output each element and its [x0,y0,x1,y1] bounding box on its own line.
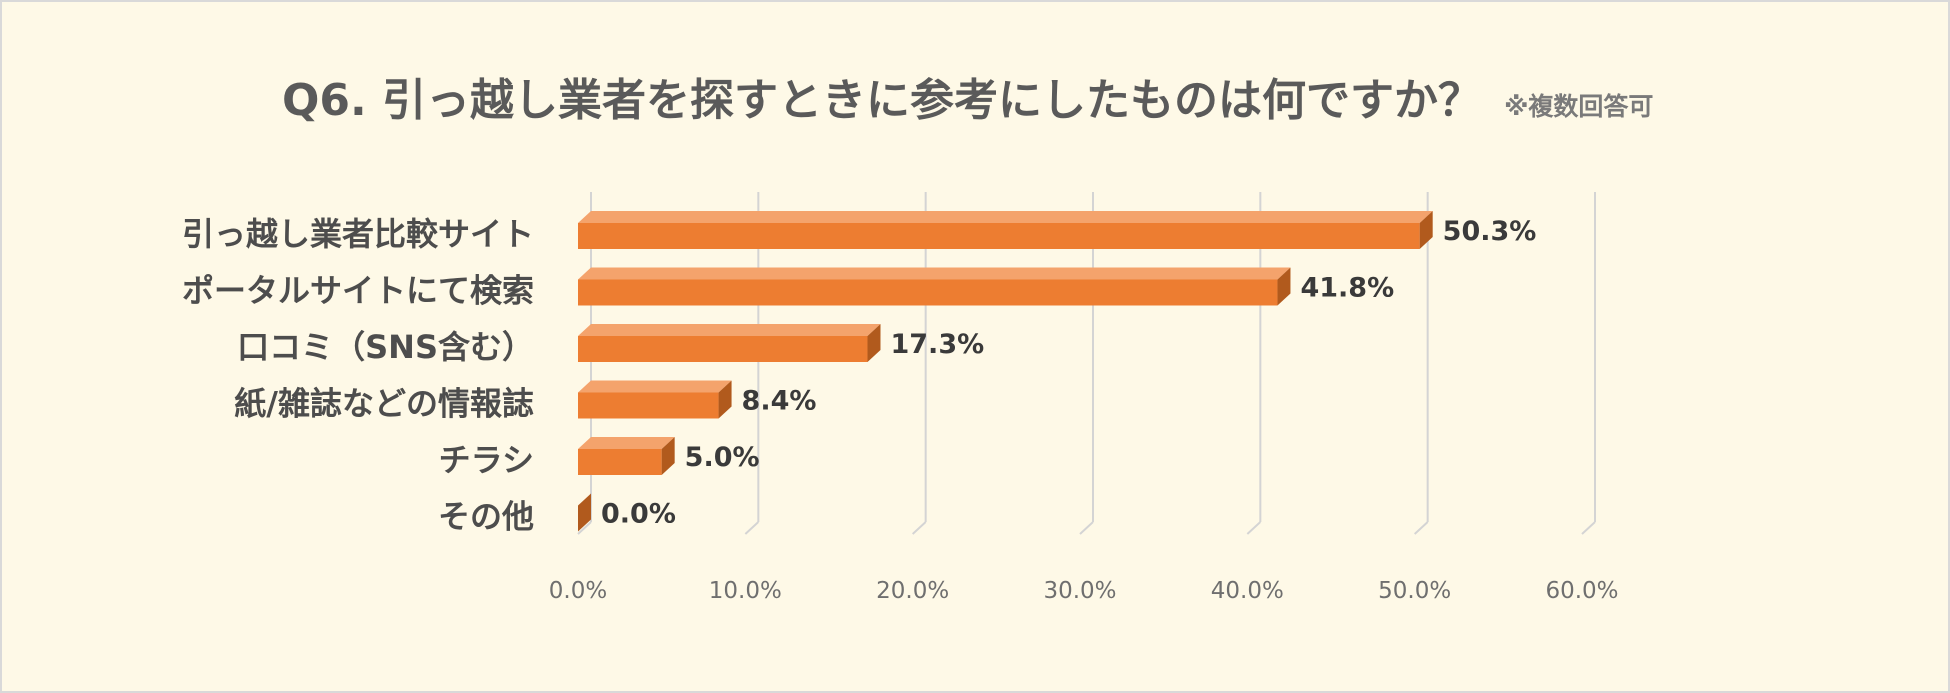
bar [578,267,1291,306]
data-label: 41.8% [1300,273,1394,304]
x-tick-label: 10.0% [709,578,782,604]
bar [578,493,591,532]
bar [578,437,675,475]
x-tick-label: 40.0% [1211,578,1284,604]
chart-subtitle: ※複数回答可 [1504,92,1654,121]
chart-title-row: Q6. 引っ越し業者を探すときに参考にしたものは何ですか？ ※複数回答可 [282,64,1653,128]
gridline [1413,192,1429,535]
category-label: 口コミ（SNS含む） [237,328,534,366]
x-tick-label: 50.0% [1378,578,1451,604]
x-tick-label: 30.0% [1043,578,1116,604]
data-label: 50.3% [1443,216,1537,247]
x-tick-label: 60.0% [1545,578,1618,604]
bar [578,324,881,362]
data-label: 5.0% [685,442,760,473]
gridline [1581,192,1596,535]
category-label: ポータルサイトにて検索 [182,272,534,310]
x-tick-label: 20.0% [876,578,949,604]
x-tick-label: 0.0% [549,578,607,604]
category-label: 引っ越し業者比較サイト [182,215,534,253]
bar [578,380,732,419]
category-label: チラシ [439,441,534,479]
data-label: 8.4% [742,386,817,417]
data-label: 0.0% [601,499,676,530]
chart-title: Q6. 引っ越し業者を探すときに参考にしたものは何ですか？ [282,75,1483,126]
category-label: 紙/雑誌などの情報誌 [234,385,534,423]
category-label: その他 [438,498,534,536]
data-label: 17.3% [890,329,984,360]
bar [578,211,1433,249]
